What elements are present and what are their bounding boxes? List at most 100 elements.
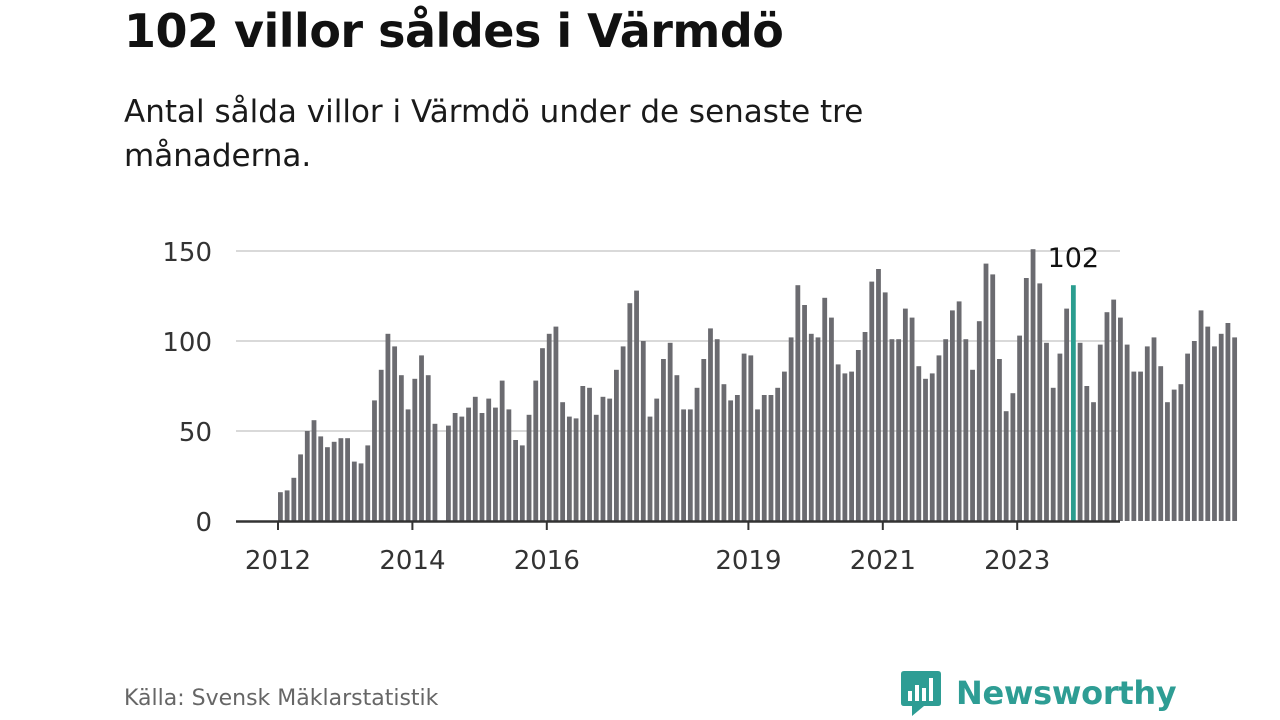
bar [943,339,949,521]
bar [936,355,942,521]
x-tick-label: 2016 [514,546,580,576]
bar [298,454,303,521]
bar [459,416,465,521]
x-tick-label: 2021 [850,546,916,576]
bar [338,438,344,521]
bar [634,290,639,521]
bar [862,332,868,521]
bar [405,409,411,521]
bar [849,371,854,521]
bar [802,305,807,521]
bar [842,373,848,521]
bar [304,431,310,521]
y-tick-label: 150 [162,238,212,268]
bar [1023,278,1029,521]
bar [661,359,666,521]
y-tick-label: 100 [162,328,212,358]
bar [1144,346,1150,521]
axes: 0 50 100 150 2012 2014 2016 2019 2021 2023 [162,238,1120,576]
bar [1003,411,1009,521]
bar [808,333,814,521]
x-tick-label: 2023 [984,546,1050,576]
bar [419,355,424,521]
bar [573,418,579,521]
bar [768,395,774,521]
bar [1050,387,1056,521]
bar [358,463,364,521]
highlight-value-label: 102 [1048,243,1100,274]
bar [466,407,471,521]
bar [392,346,398,521]
bar [687,409,693,521]
bar [748,355,754,521]
bar [614,369,619,521]
bar-chart: 0 50 100 150 2012 2014 2016 2019 2021 2023 102 [162,238,1238,576]
bar [674,375,680,521]
bar [378,369,384,521]
bar [1165,402,1170,521]
bar [1064,308,1070,521]
bar [412,378,418,521]
bar [1118,317,1123,521]
bar [640,341,646,521]
bar [1111,299,1117,521]
bar [734,395,740,521]
bar [929,373,935,521]
bar [1097,344,1103,521]
bar [1010,393,1016,521]
bar [876,269,881,521]
bar [372,400,377,521]
bar [318,436,324,521]
bar [990,274,996,521]
bar [452,413,458,521]
bar [721,384,727,521]
bar [553,326,559,521]
chart-title: 102 villor såldes i Värmdö [124,4,784,58]
bar [311,420,317,521]
bar [593,414,599,521]
bar [950,310,955,521]
bar [513,440,518,521]
bar [761,395,767,521]
bar [331,441,337,521]
x-tick-label: 2019 [715,546,781,576]
bar [506,409,512,521]
x-tick-label: 2012 [245,546,311,576]
bar [654,398,660,521]
bar [788,337,794,521]
bar [956,301,962,521]
bar [983,263,989,521]
bar [970,369,975,521]
bar [398,375,404,521]
bar [519,445,525,521]
bar [882,292,888,521]
chart-subtitle: Antal sålda villor i Värmdö under de sen… [124,94,864,174]
newsworthy-logo-icon [901,671,941,716]
bar [546,333,552,521]
bar [976,321,982,521]
bar [681,409,686,521]
bar [284,490,290,521]
bar [889,339,895,521]
bar [829,317,834,521]
bar [1151,337,1157,521]
bar [365,445,371,521]
bar [755,409,760,521]
bar [446,425,451,521]
bar [351,461,357,521]
bar [1185,353,1190,521]
bar [540,348,545,521]
y-tick-label: 50 [179,418,212,448]
source-note: Källa: Svensk Mäklarstatistik [124,686,439,711]
bar [587,387,592,521]
bar [1218,333,1224,521]
bar [909,317,915,521]
bar [1131,371,1137,521]
bar [667,342,673,521]
bar [1084,386,1090,521]
bar [1077,342,1083,521]
bar [708,328,713,521]
bar [1212,346,1217,521]
brand-logo: Newsworthy [900,668,1177,718]
bar [1191,341,1197,521]
